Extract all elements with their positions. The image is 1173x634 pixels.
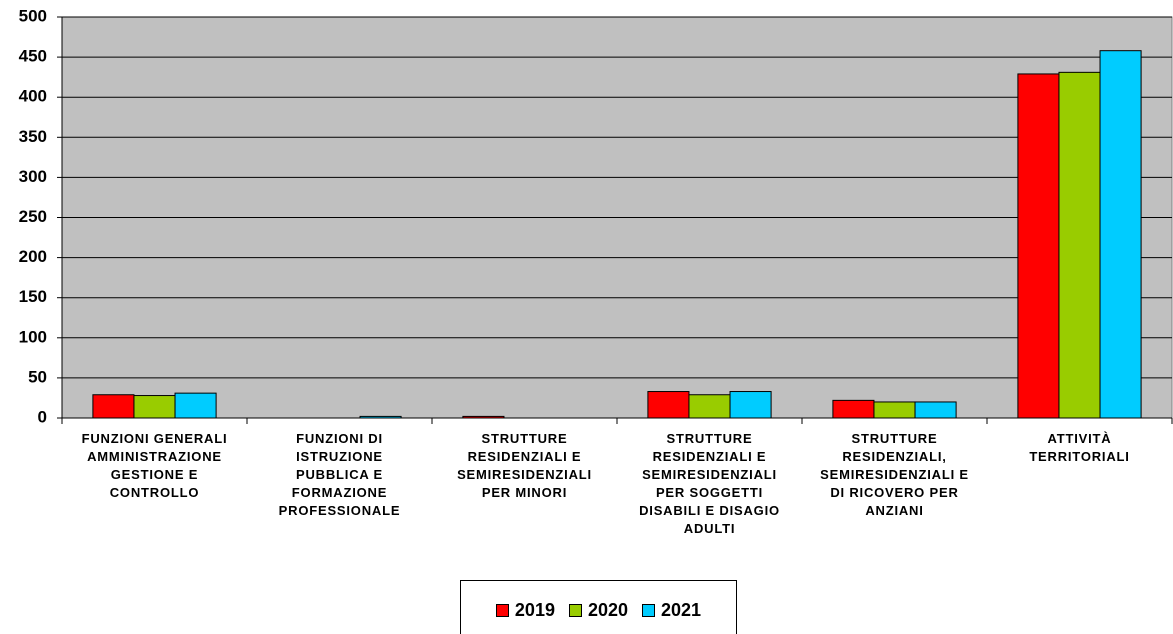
- y-tick-label: 100: [19, 327, 47, 346]
- y-tick-label: 150: [19, 287, 47, 306]
- y-tick-label: 300: [19, 167, 47, 186]
- legend-item: 2021: [642, 600, 701, 621]
- legend-label: 2019: [514, 600, 555, 620]
- bar: [647, 391, 690, 419]
- bar: [92, 394, 135, 419]
- bar: [873, 401, 916, 419]
- y-tick-label: 450: [19, 47, 47, 66]
- legend: 2019 2020 2021: [460, 580, 737, 634]
- bar: [1017, 73, 1060, 419]
- y-tick-label: 200: [19, 247, 47, 266]
- x-tick-label: STRUTTURE RESIDENZIALI, SEMIRESIDENZIALI…: [820, 431, 969, 518]
- y-tick-label: 350: [19, 127, 47, 146]
- legend-label: 2021: [661, 600, 702, 620]
- bar: [688, 394, 731, 419]
- x-tick-label: STRUTTURE RESIDENZIALI E SEMIRESIDENZIAL…: [457, 431, 592, 500]
- bar: [174, 392, 217, 419]
- x-tick-label: FUNZIONI GENERALI AMMINISTRAZIONE GESTIO…: [81, 431, 228, 500]
- x-tick-label: FUNZIONI DI ISTRUZIONE PUBBLICA E FORMAZ…: [278, 431, 401, 518]
- legend-item: 2019: [495, 600, 555, 621]
- x-tick-label: STRUTTURE RESIDENZIALI E SEMIRESIDENZIAL…: [639, 431, 780, 536]
- legend-swatch: [568, 604, 582, 617]
- legend-swatch: [495, 604, 509, 617]
- bar: [1099, 50, 1142, 419]
- bar: [729, 391, 772, 419]
- x-tick-label: ATTIVITÀ TERRITORIALI: [1029, 431, 1130, 464]
- bar: [832, 399, 875, 419]
- legend-swatch: [642, 604, 656, 617]
- y-tick-label: 250: [19, 207, 47, 226]
- legend-label: 2020: [587, 600, 629, 620]
- y-tick-label: 0: [38, 407, 47, 426]
- legend-item: 2020: [568, 600, 629, 621]
- y-tick-label: 50: [28, 367, 47, 386]
- y-tick-label: 400: [19, 87, 47, 106]
- bar: [914, 401, 957, 419]
- y-tick-label: 500: [19, 6, 47, 25]
- bar: [133, 395, 176, 419]
- bar: [1058, 71, 1101, 419]
